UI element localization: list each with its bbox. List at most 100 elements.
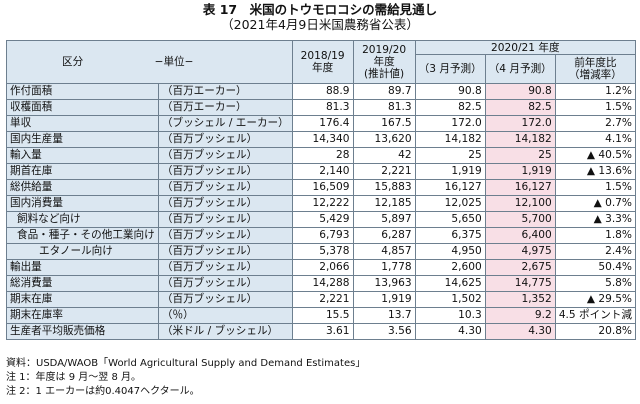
value-2019-20: 1,778	[352, 259, 416, 276]
row-unit: （ブッシェル / エーカー）	[157, 115, 293, 132]
value-march-forecast: 82.5	[414, 99, 486, 116]
header-category-label: 区分	[62, 56, 84, 68]
value-april-forecast: 25	[484, 147, 556, 164]
value-march-forecast: 25	[414, 147, 486, 164]
value-2019-20: 13,620	[352, 131, 416, 148]
value-march-forecast: 6,375	[414, 227, 486, 244]
value-2018-19: 3.61	[291, 323, 354, 340]
note-1: 注 1：年度は 9 月〜翌 8 月。	[6, 372, 141, 383]
row-unit: （百万ブッシェル）	[157, 163, 293, 180]
row-label: 国内消費量	[6, 195, 159, 212]
value-april-forecast: 1,352	[484, 291, 556, 308]
value-yoy: 5.8%	[554, 275, 637, 292]
row-label: 国内生産量	[6, 131, 159, 148]
title-line-2: （2021年4月9日米国農務省公表）	[221, 17, 419, 32]
value-march-forecast: 10.3	[414, 307, 486, 324]
value-2018-19: 176.4	[291, 115, 354, 132]
value-yoy: 1.5%	[554, 99, 637, 116]
table-row: 作付面積 （百万エーカー） 88.9 89.7 90.8 90.8 1.2%	[6, 83, 637, 100]
value-march-forecast: 172.0	[414, 115, 486, 132]
row-label: 期末在庫	[6, 291, 159, 308]
table-row: 食品・種子・その他工業向け （百万ブッシェル） 6,793 6,287 6,375 6,4…	[6, 227, 637, 244]
header-2020-21-group: 2020/21 年度	[414, 40, 637, 55]
row-unit: （百万ブッシェル）	[157, 195, 293, 212]
value-2018-19: 28	[291, 147, 354, 164]
value-2018-19: 81.3	[291, 99, 354, 116]
value-2019-20: 167.5	[352, 115, 416, 132]
value-2018-19: 15.5	[291, 307, 354, 324]
row-unit: （百万ブッシェル）	[157, 275, 293, 292]
value-2018-19: 2,140	[291, 163, 354, 180]
header-2019-20-year: 2019/20	[362, 44, 407, 56]
header-unit-label: −単位−	[154, 56, 194, 68]
value-2019-20: 2,221	[352, 163, 416, 180]
value-march-forecast: 1,502	[414, 291, 486, 308]
value-yoy: ▲ 40.5%	[554, 147, 637, 164]
header-2018-19: 2018/19 年度	[291, 40, 354, 84]
row-label: 単収	[6, 115, 159, 132]
value-yoy: 20.8%	[554, 323, 637, 340]
table-row: 輸出量 （百万ブッシェル） 2,066 1,778 2,600 2,675 50.4%	[6, 259, 637, 276]
row-unit: （百万ブッシェル）	[157, 243, 293, 260]
header-april-forecast: （4 月予測）	[484, 54, 556, 84]
value-yoy: 1.8%	[554, 227, 637, 244]
value-yoy: 1.2%	[554, 83, 637, 100]
value-yoy: 4.1%	[554, 131, 637, 148]
row-unit: （米ドル / ブッシェル）	[157, 323, 293, 340]
row-unit: （百万エーカー）	[157, 99, 293, 116]
value-april-forecast: 5,700	[484, 211, 556, 228]
value-2019-20: 42	[352, 147, 416, 164]
value-2019-20: 3.56	[352, 323, 416, 340]
value-2018-19: 14,340	[291, 131, 354, 148]
header-yoy-line2: （増減率）	[568, 69, 622, 81]
value-2019-20: 12,185	[352, 195, 416, 212]
value-yoy: 2.4%	[554, 243, 637, 260]
value-march-forecast: 90.8	[414, 83, 486, 100]
value-march-forecast: 4.30	[414, 323, 486, 340]
row-label: 生産者平均販売価格	[6, 323, 159, 340]
header-2019-20-estimate: (推計値)	[364, 68, 405, 80]
value-march-forecast: 1,919	[414, 163, 486, 180]
header-yoy-line1: 前年度比	[574, 57, 617, 69]
row-label: エタノール向け	[6, 243, 159, 260]
header-2018-19-suffix: 年度	[312, 62, 334, 74]
value-2018-19: 12,222	[291, 195, 354, 212]
value-2019-20: 89.7	[352, 83, 416, 100]
value-march-forecast: 4,950	[414, 243, 486, 260]
header-yoy: 前年度比 （増減率）	[554, 54, 637, 84]
row-label: 収穫面積	[6, 99, 159, 116]
row-unit: （百万ブッシェル）	[157, 179, 293, 196]
table-row: 飼料など向け （百万ブッシェル） 5,429 5,897 5,650 5,700 ▲ 3.3…	[6, 211, 637, 228]
value-yoy: ▲ 13.6%	[554, 163, 637, 180]
title-line-1: 表 17 米国のトウモロコシの需給見通し	[202, 2, 438, 17]
source-notes: 資料：USDA/WAOB「World Agricultural Supply a…	[6, 357, 365, 399]
table-row: 国内消費量 （百万ブッシェル） 12,222 12,185 12,025 12,100 ▲ …	[6, 195, 637, 212]
value-april-forecast: 9.2	[484, 307, 556, 324]
value-april-forecast: 6,400	[484, 227, 556, 244]
value-march-forecast: 14,182	[414, 131, 486, 148]
note-2: 注 2：1 エーカーは約0.4047ヘクタール。	[6, 386, 200, 397]
row-label: 総消費量	[6, 275, 159, 292]
header-2018-19-year: 2018/19	[300, 50, 345, 62]
table-row: 単収 （ブッシェル / エーカー） 176.4 167.5 172.0 172.0 2.7%	[6, 115, 637, 132]
row-unit: （百万ブッシェル）	[157, 291, 293, 308]
supply-demand-table: 区分 −単位− 2018/19 年度 2019/20 年度 (推計値) 2020…	[6, 40, 637, 340]
row-unit: （百万ブッシェル）	[157, 131, 293, 148]
table-row: 期首在庫 （百万ブッシェル） 2,140 2,221 1,919 1,919 ▲ 13.6%	[6, 163, 637, 180]
value-2019-20: 13.7	[352, 307, 416, 324]
table-row: 国内生産量 （百万ブッシェル） 14,340 13,620 14,182 14,182 4.…	[6, 131, 637, 148]
header-2019-20-suffix: 年度	[373, 56, 395, 68]
row-unit: （百万ブッシェル）	[157, 147, 293, 164]
value-april-forecast: 2,675	[484, 259, 556, 276]
value-2019-20: 13,963	[352, 275, 416, 292]
value-april-forecast: 90.8	[484, 83, 556, 100]
value-2019-20: 6,287	[352, 227, 416, 244]
row-unit: （百万ブッシェル）	[157, 227, 293, 244]
row-unit: （百万ブッシェル）	[157, 259, 293, 276]
value-march-forecast: 14,625	[414, 275, 486, 292]
value-march-forecast: 5,650	[414, 211, 486, 228]
value-yoy: 50.4%	[554, 259, 637, 276]
table-row: 総消費量 （百万ブッシェル） 14,288 13,963 14,625 14,775 5.8…	[6, 275, 637, 292]
value-2018-19: 16,509	[291, 179, 354, 196]
value-2019-20: 4,857	[352, 243, 416, 260]
